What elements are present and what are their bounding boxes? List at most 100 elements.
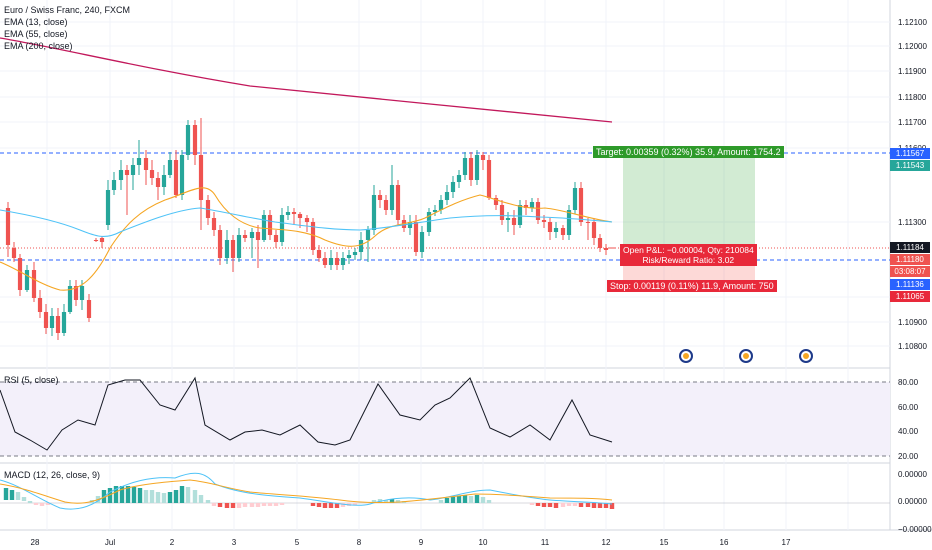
ema200-legend[interactable]: EMA (200, close) bbox=[4, 41, 73, 51]
macd-histogram-bar bbox=[450, 497, 456, 503]
candle-body bbox=[322, 258, 328, 265]
macd-histogram-bar bbox=[560, 503, 566, 507]
price-axis-label: 1.12000 bbox=[898, 42, 927, 51]
candle-body bbox=[136, 158, 142, 165]
candle-body bbox=[407, 222, 413, 228]
candle-body bbox=[511, 218, 517, 225]
macd-histogram-bar bbox=[3, 488, 9, 500]
macd-histogram-bar bbox=[179, 486, 185, 503]
candle-body bbox=[17, 258, 23, 290]
macd-histogram-bar bbox=[137, 488, 143, 503]
candle-body bbox=[192, 125, 198, 155]
open-pnl-label[interactable]: Open P&L: −0.00004, Qty: 210084 Risk/Rew… bbox=[620, 244, 757, 266]
candle-body bbox=[591, 222, 597, 238]
time-axis-label: 12 bbox=[602, 538, 611, 547]
time-axis-label: 8 bbox=[357, 538, 362, 547]
candle-body bbox=[224, 240, 230, 258]
candle-body bbox=[124, 170, 130, 175]
candle-body bbox=[49, 316, 55, 328]
candle-body bbox=[297, 214, 303, 218]
candle-body bbox=[523, 205, 529, 208]
candle-body bbox=[79, 286, 85, 300]
macd-histogram-bar bbox=[597, 503, 603, 508]
macd-histogram-bar bbox=[541, 503, 547, 507]
candle-body bbox=[24, 270, 30, 290]
candle-body bbox=[43, 312, 49, 328]
price-axis-label: 1.10800 bbox=[898, 342, 927, 351]
macd-histogram-bar bbox=[205, 500, 211, 503]
candle-body bbox=[517, 205, 523, 225]
price-axis-label: 1.10900 bbox=[898, 318, 927, 327]
ema55-legend[interactable]: EMA (55, close) bbox=[4, 29, 68, 39]
ema13-legend[interactable]: EMA (13, close) bbox=[4, 17, 68, 27]
candle-body bbox=[578, 188, 584, 222]
macd-histogram-bar bbox=[591, 503, 597, 508]
macd-histogram-bar bbox=[316, 503, 322, 507]
candle-body bbox=[340, 258, 346, 265]
candle-body bbox=[11, 248, 17, 258]
candle-body bbox=[541, 220, 547, 222]
macd-histogram-bar bbox=[480, 497, 486, 503]
macd-histogram-bar bbox=[383, 500, 389, 503]
stop-label[interactable]: Stop: 0.00119 (0.11%) 11.9, Amount: 750 bbox=[607, 280, 777, 292]
candle-body bbox=[73, 286, 79, 300]
candle-body bbox=[255, 232, 261, 240]
price-axis-label: 1.11700 bbox=[898, 118, 927, 127]
ema13-line bbox=[0, 187, 613, 291]
candle-body bbox=[155, 178, 161, 187]
macd-histogram-bar bbox=[566, 503, 572, 506]
macd-axis-label: 0.00000 bbox=[898, 497, 927, 506]
macd-histogram-bar bbox=[217, 503, 223, 507]
economic-event-icon bbox=[683, 353, 689, 359]
macd-histogram-bar bbox=[547, 503, 553, 507]
candle-body bbox=[173, 160, 179, 195]
candle-body bbox=[603, 248, 609, 250]
macd-histogram-bar bbox=[173, 490, 179, 503]
target-label[interactable]: Target: 0.00359 (0.32%) 35.9, Amount: 17… bbox=[593, 146, 784, 158]
macd-legend[interactable]: MACD (12, 26, close, 9) bbox=[4, 470, 101, 480]
macd-histogram-bar bbox=[242, 503, 248, 507]
macd-histogram-bar bbox=[131, 487, 137, 503]
economic-event-icon bbox=[743, 353, 749, 359]
macd-histogram-bar bbox=[444, 498, 450, 503]
macd-histogram-bar bbox=[468, 496, 474, 503]
chart-title: Euro / Swiss Franc, 240, FXCM bbox=[4, 5, 131, 15]
macd-histogram-bar bbox=[224, 503, 230, 508]
candle-body bbox=[291, 212, 297, 214]
candle-body bbox=[31, 270, 37, 298]
candle-body bbox=[61, 312, 67, 333]
candle-body bbox=[316, 250, 322, 258]
macd-histogram-bar bbox=[578, 503, 584, 507]
candle-body bbox=[346, 255, 352, 258]
macd-histogram-bar bbox=[261, 503, 267, 506]
candle-body bbox=[560, 228, 566, 235]
candle-body bbox=[438, 200, 444, 210]
macd-histogram-bar bbox=[107, 488, 113, 503]
rsi-legend[interactable]: RSI (5, close) bbox=[4, 375, 59, 385]
macd-histogram-bar bbox=[529, 503, 535, 505]
economic-event-icon bbox=[803, 353, 809, 359]
candle-body bbox=[432, 210, 438, 212]
candle-body bbox=[118, 170, 124, 180]
candle-body bbox=[105, 190, 111, 225]
macd-histogram-bar bbox=[192, 490, 198, 503]
rsi-axis-label: 40.00 bbox=[898, 427, 919, 436]
macd-histogram-bar bbox=[45, 503, 51, 505]
candle-body bbox=[547, 222, 553, 232]
time-axis-label: 10 bbox=[479, 538, 488, 547]
macd-histogram-bar bbox=[39, 503, 45, 506]
macd-histogram-bar bbox=[352, 503, 358, 505]
candle-body bbox=[468, 158, 474, 180]
candle-body bbox=[304, 218, 310, 222]
candle-body bbox=[310, 222, 316, 250]
candle-body bbox=[499, 205, 505, 220]
candle-body bbox=[413, 222, 419, 252]
macd-histogram-bar bbox=[185, 487, 191, 503]
candle-body bbox=[267, 215, 273, 235]
candle-body bbox=[572, 188, 578, 210]
candle-body bbox=[185, 125, 191, 155]
candle-body bbox=[261, 215, 267, 240]
candle-body bbox=[553, 228, 559, 232]
macd-histogram-bar bbox=[230, 503, 236, 508]
